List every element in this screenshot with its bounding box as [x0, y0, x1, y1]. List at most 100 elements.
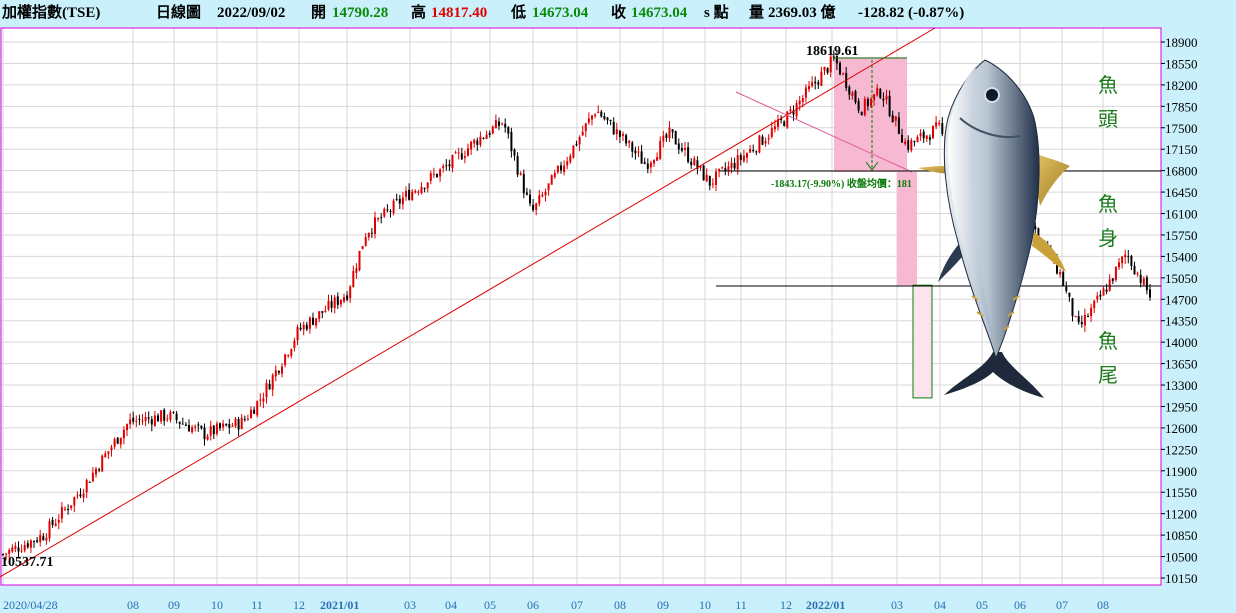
candle: [271, 373, 274, 397]
candle-body: [1065, 286, 1068, 292]
candle-body: [606, 117, 609, 121]
candle: [755, 150, 758, 156]
candle: [445, 159, 448, 171]
candle: [572, 145, 575, 159]
candle: [609, 119, 612, 126]
y-tick-label: 10150: [1165, 571, 1198, 586]
candle-body: [26, 543, 29, 548]
candle: [169, 409, 172, 423]
candle: [132, 411, 135, 425]
candle-body: [777, 119, 779, 127]
candle: [928, 134, 931, 145]
candle-body: [200, 425, 203, 429]
candle-body: [64, 508, 66, 510]
candle-body: [1071, 298, 1074, 317]
candle-body: [262, 398, 265, 402]
candle: [364, 232, 367, 247]
candle-body: [752, 150, 755, 152]
svg-text:身: 身: [1098, 226, 1118, 250]
candle-body: [839, 62, 841, 75]
candle-body: [885, 95, 888, 100]
candle-body: [305, 324, 308, 330]
candle: [1130, 254, 1133, 271]
candle: [739, 152, 742, 166]
candle-body: [671, 129, 674, 133]
candle-body: [513, 149, 516, 156]
x-tick-label: 2022/01: [806, 598, 845, 612]
candle-body: [662, 135, 665, 142]
candle: [566, 156, 569, 170]
candle-body: [1121, 256, 1124, 264]
candle-body: [144, 417, 147, 421]
candle-body: [349, 286, 352, 299]
candle-body: [888, 95, 891, 117]
open-label: 開: [311, 5, 327, 21]
candle-body: [336, 296, 339, 305]
candle: [281, 363, 283, 378]
candle: [237, 416, 240, 437]
candle-body: [370, 232, 373, 234]
candle-body: [501, 123, 504, 125]
candle: [764, 137, 767, 147]
x-tick-label: 12: [780, 598, 792, 612]
y-tick-label: 15050: [1165, 271, 1198, 286]
candle-body: [804, 87, 807, 98]
candle-body: [498, 121, 500, 126]
candle: [166, 414, 169, 422]
candle-body: [76, 495, 79, 497]
candle-body: [352, 271, 355, 287]
candle: [33, 540, 35, 548]
candle: [398, 195, 401, 210]
candle-body: [891, 115, 894, 123]
candle-body: [594, 114, 597, 117]
candle: [1080, 315, 1083, 328]
candle: [54, 518, 57, 527]
candle-body: [789, 109, 792, 112]
fish-head-label: 魚頭: [1098, 73, 1118, 131]
candle: [20, 544, 23, 553]
candle: [1136, 271, 1139, 277]
candle: [116, 437, 119, 445]
candle: [538, 189, 541, 207]
x-tick-label: 06: [527, 598, 539, 612]
candle: [839, 61, 841, 76]
candle: [938, 120, 941, 127]
candle: [250, 406, 252, 419]
period-label: 日線圖: [156, 5, 202, 21]
candle-body: [355, 268, 358, 273]
candle: [141, 413, 144, 425]
candle-body: [166, 418, 169, 420]
tuna-fish-illustration: [918, 59, 1070, 398]
fish-lower-fin-left: [938, 240, 966, 282]
candle-body: [454, 152, 457, 154]
decline-shade-1: [834, 57, 907, 172]
candle: [200, 425, 203, 430]
candle: [690, 158, 693, 169]
candle-body: [442, 166, 445, 169]
open-value: 14790.28: [332, 5, 389, 21]
candle: [699, 165, 702, 171]
y-tick-label: 10500: [1165, 550, 1198, 565]
candle-body: [544, 191, 547, 196]
candle: [814, 76, 817, 90]
candle-body: [256, 401, 259, 416]
candle: [1149, 284, 1151, 301]
candle: [1114, 266, 1117, 282]
candle-body: [584, 123, 587, 132]
candle: [507, 126, 510, 139]
candle-body: [203, 427, 206, 440]
x-tick-label: 2021/01: [320, 598, 359, 612]
candle-body: [135, 420, 138, 422]
candle-body: [522, 173, 525, 194]
candle-body: [566, 161, 569, 166]
candle-body: [677, 143, 680, 150]
candle-body: [1124, 254, 1127, 258]
candle-body: [346, 295, 349, 300]
candle-body: [225, 423, 228, 426]
x-tick-label: 07: [571, 598, 583, 612]
candle-body: [897, 117, 900, 134]
candle: [57, 514, 60, 530]
candle-body: [491, 126, 494, 134]
candle: [653, 159, 655, 167]
candle-body: [904, 141, 907, 144]
